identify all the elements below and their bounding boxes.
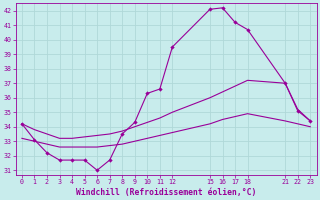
X-axis label: Windchill (Refroidissement éolien,°C): Windchill (Refroidissement éolien,°C) (76, 188, 256, 197)
